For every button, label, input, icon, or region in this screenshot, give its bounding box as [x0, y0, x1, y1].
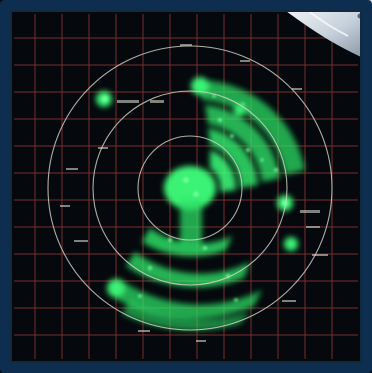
radar-display: [0, 0, 372, 373]
radar-scope: [0, 0, 372, 373]
